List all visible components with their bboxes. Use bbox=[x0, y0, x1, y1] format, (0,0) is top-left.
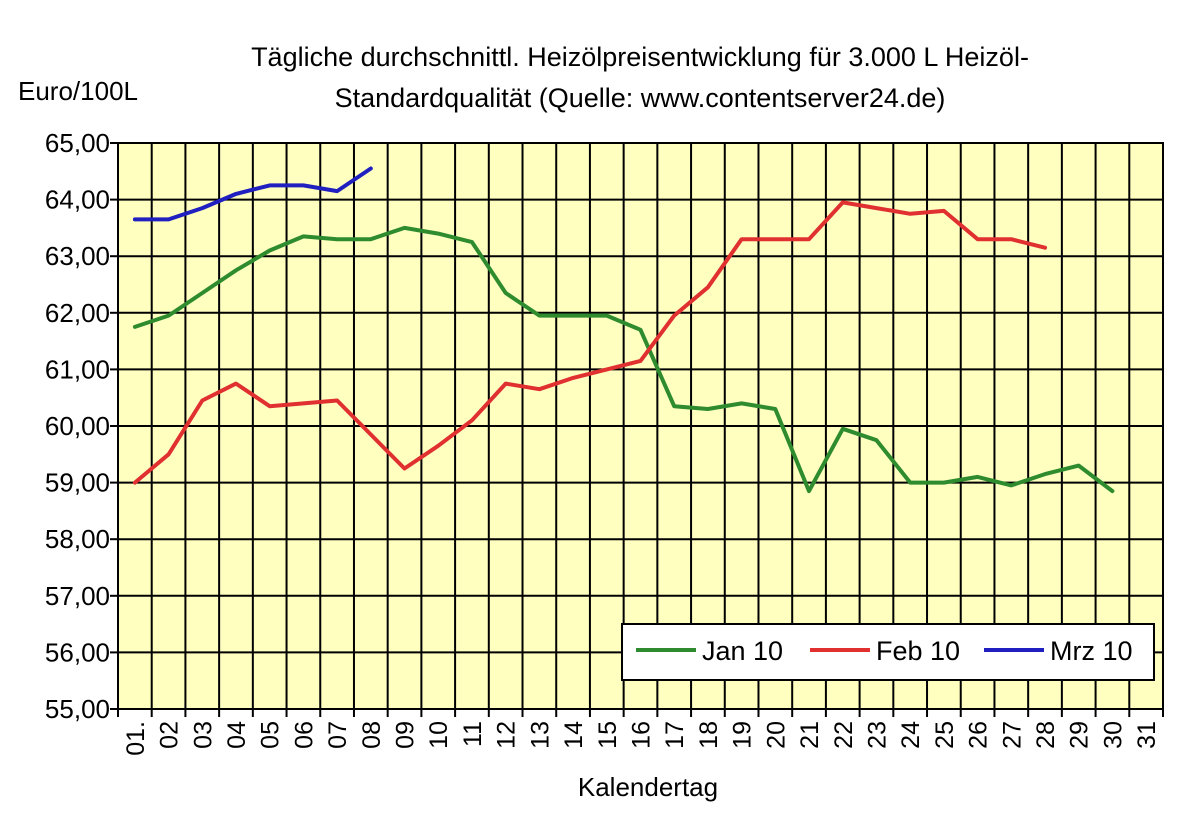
series-line-1 bbox=[132, 225, 1115, 494]
y-tick-label: 55,00 bbox=[45, 694, 110, 724]
x-tick-label: 22 bbox=[830, 721, 858, 749]
x-tick-label: 04 bbox=[223, 721, 251, 749]
x-tick-label: 15 bbox=[594, 721, 622, 749]
x-tick-label: 03 bbox=[189, 721, 217, 749]
y-tick-label: 60,00 bbox=[45, 411, 110, 441]
x-tick-label: 27 bbox=[998, 721, 1026, 749]
x-tick-label: 17 bbox=[661, 721, 689, 749]
axes bbox=[110, 142, 1164, 717]
x-tick-label: 01. bbox=[122, 721, 150, 756]
x-tick-label: 06 bbox=[290, 721, 318, 749]
y-tick-label: 63,00 bbox=[45, 241, 110, 271]
x-tick-label: 29 bbox=[1066, 721, 1094, 749]
x-tick-label: 11 bbox=[459, 721, 487, 747]
x-tick-labels: 01. 02 03 04 05 06 07 08 09 10 11 12 13 14 15 16 17 18 19 2… bbox=[122, 721, 1161, 756]
x-tick-label: 21 bbox=[796, 721, 824, 749]
y-tick-label: 62,00 bbox=[45, 298, 110, 328]
series-line-2 bbox=[132, 200, 1047, 485]
y-tick-labels: 55,00 56,00 57,00 58,00 59,00 60,00 61,00 62,00… bbox=[45, 128, 110, 724]
x-axis-label: Kalendertag bbox=[578, 772, 718, 802]
x-tick-label: 13 bbox=[526, 721, 554, 749]
x-tick-label: 09 bbox=[392, 721, 420, 749]
x-tick-label: 23 bbox=[863, 721, 891, 749]
series-lines bbox=[132, 166, 1115, 494]
x-tick-label: 30 bbox=[1099, 721, 1127, 749]
x-tick-label: 19 bbox=[729, 721, 757, 749]
y-tick-label: 65,00 bbox=[45, 128, 110, 158]
x-tick-label: 26 bbox=[965, 721, 993, 749]
x-tick-label: 25 bbox=[931, 721, 959, 749]
y-tick-label: 57,00 bbox=[45, 581, 110, 611]
series-line-3 bbox=[132, 166, 373, 222]
x-tick-label: 14 bbox=[560, 721, 588, 749]
y-tick-label: 56,00 bbox=[45, 637, 110, 667]
x-tick-label: 20 bbox=[762, 721, 790, 749]
y-axis-label: Euro/100L bbox=[18, 76, 138, 106]
chart-title-line-1: Tägliche durchschnittl. Heizölpreisentwi… bbox=[251, 42, 1029, 72]
chart-title-line-2: Standardqualität (Quelle: www.contentser… bbox=[335, 83, 946, 113]
x-tick-label: 08 bbox=[358, 721, 386, 749]
y-tick-label: 64,00 bbox=[45, 185, 110, 215]
x-tick-label: 31 bbox=[1133, 721, 1161, 749]
legend-label-jan: Jan 10 bbox=[702, 636, 783, 666]
x-tick-label: 07 bbox=[324, 721, 352, 749]
legend: Jan 10 Feb 10 Mrz 10 bbox=[621, 623, 1155, 681]
y-tick-label: 61,00 bbox=[45, 354, 110, 384]
legend-box bbox=[621, 623, 1155, 681]
x-tick-label: 12 bbox=[493, 721, 521, 749]
y-tick-label: 59,00 bbox=[45, 468, 110, 498]
x-tick-label: 05 bbox=[257, 721, 285, 749]
x-tick-label: 02 bbox=[156, 721, 184, 749]
x-tick-label: 10 bbox=[425, 721, 453, 749]
x-tick-label: 24 bbox=[897, 721, 925, 749]
y-tick-label: 58,00 bbox=[45, 524, 110, 554]
x-tick-label: 28 bbox=[1032, 721, 1060, 749]
legend-label-feb: Feb 10 bbox=[876, 636, 960, 666]
x-tick-label: 18 bbox=[695, 721, 723, 749]
legend-label-mrz: Mrz 10 bbox=[1050, 636, 1133, 666]
x-tick-label: 16 bbox=[628, 721, 656, 749]
